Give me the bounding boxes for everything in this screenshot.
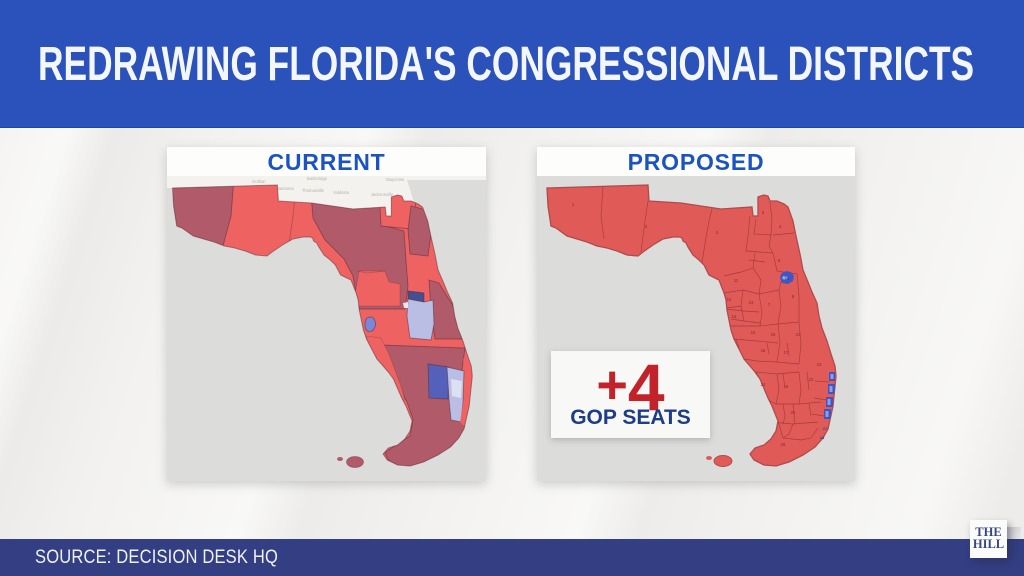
svg-text:Jacksonville: Jacksonville bbox=[371, 192, 394, 197]
svg-text:Dothan: Dothan bbox=[252, 179, 266, 184]
svg-text:16: 16 bbox=[761, 348, 766, 353]
svg-text:1: 1 bbox=[572, 202, 575, 207]
svg-text:22: 22 bbox=[809, 377, 814, 382]
svg-text:Bainbridge: Bainbridge bbox=[307, 176, 328, 181]
svg-text:17: 17 bbox=[784, 350, 789, 355]
svg-text:23: 23 bbox=[817, 362, 822, 367]
svg-text:Valdosta: Valdosta bbox=[333, 190, 350, 195]
svg-text:14: 14 bbox=[732, 314, 737, 319]
svg-text:4: 4 bbox=[779, 224, 782, 229]
svg-text:27: 27 bbox=[823, 426, 828, 431]
svg-text:24: 24 bbox=[761, 382, 766, 387]
svg-text:19: 19 bbox=[784, 384, 789, 389]
svg-text:Thomasville: Thomasville bbox=[302, 188, 325, 193]
svg-text:10: 10 bbox=[785, 276, 790, 281]
svg-text:8: 8 bbox=[792, 294, 795, 299]
svg-text:25: 25 bbox=[791, 410, 796, 415]
svg-text:26: 26 bbox=[781, 442, 786, 447]
svg-text:11: 11 bbox=[734, 278, 739, 283]
svg-text:3: 3 bbox=[716, 230, 719, 235]
svg-text:15: 15 bbox=[751, 330, 756, 335]
svg-text:7: 7 bbox=[768, 302, 771, 307]
svg-text:2: 2 bbox=[645, 224, 648, 229]
svg-text:18: 18 bbox=[771, 332, 776, 337]
svg-text:12: 12 bbox=[727, 297, 732, 302]
svg-text:28: 28 bbox=[820, 435, 825, 440]
svg-text:Waycross: Waycross bbox=[386, 177, 404, 182]
svg-text:5: 5 bbox=[762, 210, 765, 215]
svg-text:6: 6 bbox=[778, 258, 781, 263]
svg-text:Marianna: Marianna bbox=[276, 186, 294, 191]
svg-text:21: 21 bbox=[796, 332, 801, 337]
svg-text:13: 13 bbox=[749, 300, 754, 305]
